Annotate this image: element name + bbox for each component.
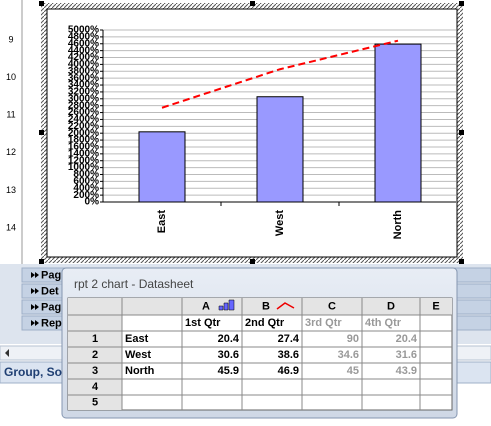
y-tick-label: 1400% xyxy=(68,148,99,159)
ruler-labels: 9 10 11 12 13 14 xyxy=(6,34,16,232)
line-icon xyxy=(276,302,295,310)
ruler-number: 11 xyxy=(6,110,15,120)
line-series xyxy=(161,39,399,109)
y-tick-label: 4200% xyxy=(68,52,99,63)
y-tick-label: 2800% xyxy=(68,100,99,111)
y-tick-label: 4600% xyxy=(68,38,99,49)
y-tick-label: 4000% xyxy=(68,59,99,70)
cell: 46.9 xyxy=(278,365,299,377)
y-tick-label: 200% xyxy=(73,190,99,201)
datasheet-grid xyxy=(67,297,453,411)
bar xyxy=(374,43,422,203)
y-tick-label: 600% xyxy=(73,176,99,187)
section-icon xyxy=(31,320,39,326)
section-label: Pag xyxy=(41,301,61,313)
cell: 31.6 xyxy=(396,349,417,361)
column-letter: E xyxy=(432,300,439,312)
ruler-number: 12 xyxy=(6,147,16,157)
column-name: 1st Qtr xyxy=(185,317,221,329)
row-number: 5 xyxy=(92,396,98,408)
cell: 45 xyxy=(347,365,359,377)
y-tick-label: 1200% xyxy=(68,155,99,166)
cell: 43.9 xyxy=(396,365,417,377)
plot: 0%200%400%600%800%1000%1200%1400%1600%18… xyxy=(68,25,458,240)
y-tick-label: 3200% xyxy=(68,87,99,98)
section-icon xyxy=(31,288,39,294)
bar xyxy=(138,131,186,203)
bar-icon xyxy=(218,299,235,311)
ruler-number: 13 xyxy=(6,185,16,195)
y-tick-label: 2200% xyxy=(68,121,99,132)
row-label: North xyxy=(125,365,155,377)
cell: 38.6 xyxy=(278,349,299,361)
ruler-number: 10 xyxy=(6,72,16,82)
x-tick-label: West xyxy=(274,210,286,236)
header-row xyxy=(68,298,452,315)
row-number: 2 xyxy=(92,349,98,361)
y-tick-label: 4400% xyxy=(68,45,99,56)
column-letter: D xyxy=(387,300,395,312)
cell: 30.6 xyxy=(218,349,239,361)
y-tick-label: 2400% xyxy=(68,114,99,125)
cell: 20.4 xyxy=(396,333,418,345)
y-tick-label: 4800% xyxy=(68,32,99,43)
y-tick-label: 1000% xyxy=(68,162,99,173)
x-tick-label: North xyxy=(392,210,404,240)
ruler xyxy=(0,0,22,264)
ruler-number: 14 xyxy=(6,222,16,232)
group-panel-title: Group, Sor xyxy=(4,365,67,379)
y-tick-label: 3400% xyxy=(68,80,99,91)
scroll-left[interactable] xyxy=(5,349,9,357)
section-icon xyxy=(31,304,39,310)
cell: 20.4 xyxy=(218,333,240,345)
y-tick-label: 400% xyxy=(73,183,99,194)
x-tick-label: East xyxy=(156,210,168,234)
row-label: West xyxy=(125,349,151,361)
row-number: 4 xyxy=(92,381,99,393)
resize-handles[interactable] xyxy=(39,1,464,264)
row-number: 3 xyxy=(92,365,98,377)
section-label: Rep xyxy=(41,317,62,329)
row-number: 1 xyxy=(92,333,98,345)
y-tick-label: 3000% xyxy=(68,93,99,104)
cell: 90 xyxy=(347,333,359,345)
section-icon xyxy=(31,272,39,278)
y-tick-label: 5000% xyxy=(68,25,99,36)
cell: 45.9 xyxy=(218,365,239,377)
column-letter: C xyxy=(328,300,336,312)
column-letter: A xyxy=(202,300,210,312)
y-tick-label: 1600% xyxy=(68,142,99,153)
y-tick-label: 0% xyxy=(85,197,100,208)
y-tick-label: 3600% xyxy=(68,73,99,84)
y-tick-label: 3800% xyxy=(68,66,99,77)
y-tick-label: 800% xyxy=(73,169,99,180)
section-label: Pag xyxy=(41,269,61,281)
column-name: 2nd Qtr xyxy=(245,317,285,329)
row-label: East xyxy=(125,333,149,345)
column-letter: B xyxy=(262,300,270,312)
y-tick-label: 1800% xyxy=(68,135,99,146)
column-name: 3rd Qtr xyxy=(305,317,342,329)
datasheet-title: rpt 2 chart - Datasheet xyxy=(74,277,194,291)
y-tick-label: 2600% xyxy=(68,107,99,118)
ruler-number: 9 xyxy=(8,34,13,44)
cell: 34.6 xyxy=(338,349,359,361)
column-name: 4th Qtr xyxy=(365,317,402,329)
cell: 27.4 xyxy=(278,333,300,345)
bar xyxy=(256,96,304,203)
y-tick-label: 2000% xyxy=(68,128,99,139)
section-label: Det xyxy=(41,285,59,297)
